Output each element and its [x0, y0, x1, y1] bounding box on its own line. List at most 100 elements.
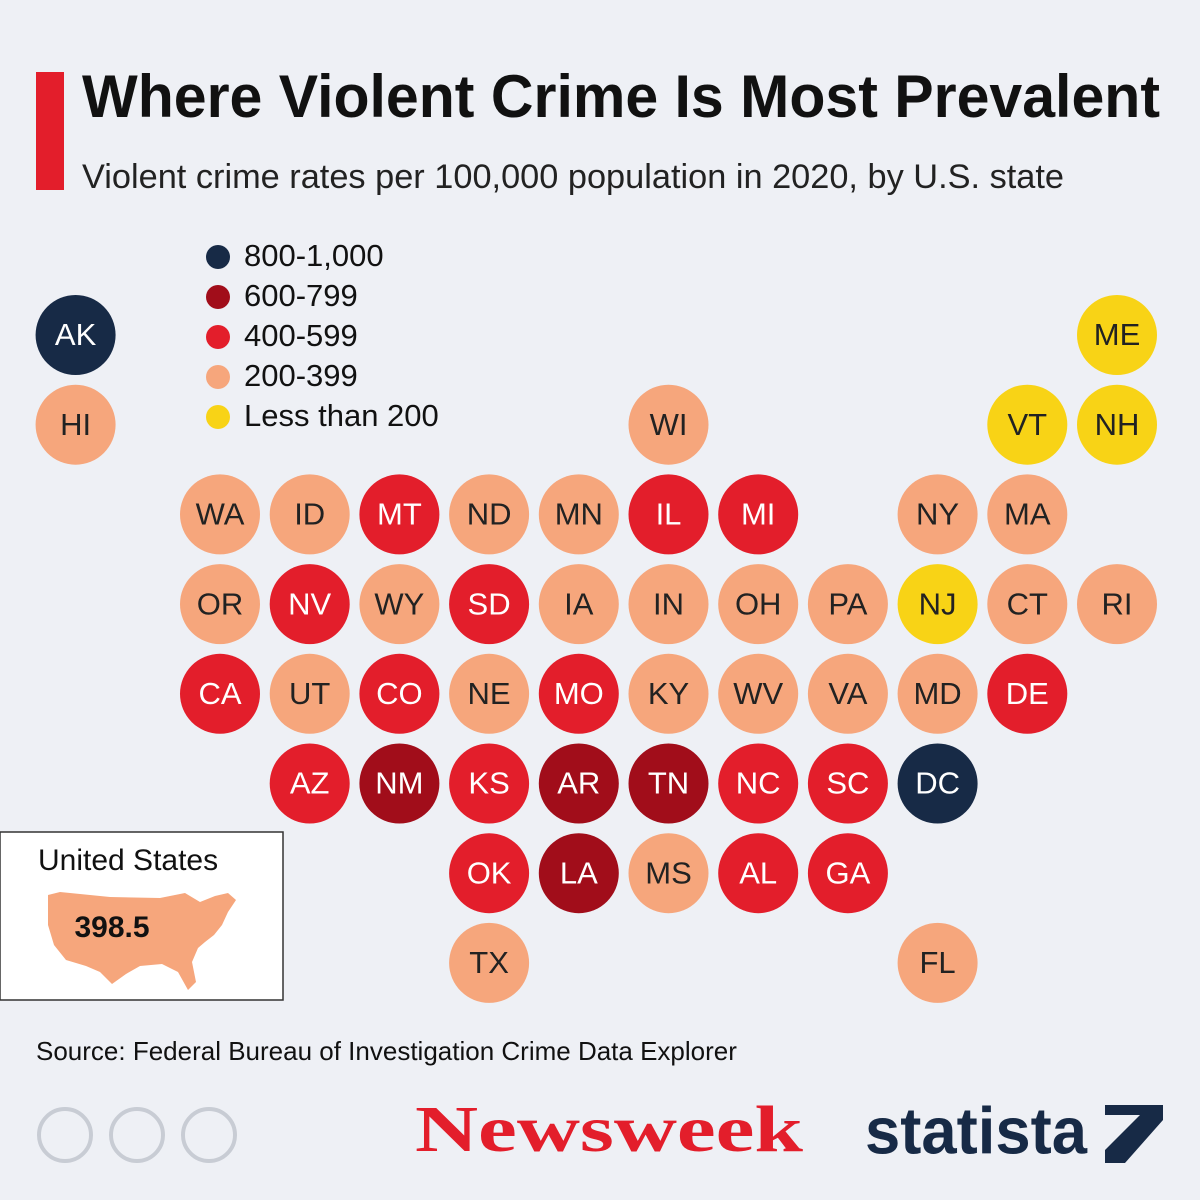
state-label: WY [374, 586, 424, 621]
state-tile [359, 564, 440, 645]
state-tile [538, 564, 619, 645]
legend-label: Less than 200 [244, 398, 439, 433]
state-label: MA [1004, 497, 1051, 532]
national-value: 398.5 [74, 911, 149, 944]
state-tile [628, 833, 709, 914]
state-tile [35, 384, 116, 465]
state-label: MO [554, 676, 604, 711]
state-tile [897, 653, 978, 734]
state-tile [718, 833, 799, 914]
legend-label: 600-799 [244, 278, 358, 313]
state-label: KY [648, 676, 689, 711]
state-tile [807, 743, 888, 824]
state-tile [987, 474, 1068, 555]
state-label: VT [1007, 407, 1047, 442]
state-label: AR [557, 766, 600, 801]
state-tile [718, 474, 799, 555]
state-tile [807, 653, 888, 734]
state-label: MT [377, 497, 422, 532]
state-label: DC [915, 766, 960, 801]
state-label: MN [555, 497, 603, 532]
legend-swatch [206, 405, 230, 429]
state-label: IN [653, 586, 684, 621]
state-label: IA [564, 586, 594, 621]
state-label: OR [197, 586, 244, 621]
state-label: MI [741, 497, 775, 532]
state-label: CO [376, 676, 423, 711]
state-tile [1077, 295, 1157, 375]
state-label: NH [1095, 407, 1140, 442]
state-tile [987, 384, 1068, 465]
state-label: FL [920, 945, 956, 980]
state-tile [449, 922, 530, 1003]
state-label: WI [650, 407, 688, 442]
state-label: PA [828, 586, 867, 621]
state-label: GA [826, 855, 871, 890]
national-label: United States [38, 844, 218, 877]
state-tile [449, 743, 530, 824]
state-tile [628, 384, 709, 465]
legend-label: 400-599 [244, 318, 358, 353]
state-label: LA [560, 855, 598, 890]
legend-swatch [206, 365, 230, 389]
state-label: NV [288, 586, 331, 621]
tile-map: AK HI ME WI VT NH WA ID MT ND MN IL MI NY MA OR NV WY SD IA… [35, 295, 1157, 1003]
state-tile [538, 743, 619, 824]
state-label: ID [294, 497, 325, 532]
state-label: AL [739, 855, 777, 890]
state-label: NM [375, 766, 423, 801]
state-tile [718, 653, 799, 734]
state-tile [628, 653, 709, 734]
state-tile [807, 833, 888, 914]
publisher-logo: Newsweek [415, 1093, 803, 1166]
state-tile [449, 564, 530, 645]
state-tile [628, 474, 709, 555]
brand-logo: statista [865, 1093, 1088, 1167]
state-tile [180, 564, 260, 645]
state-label: WA [196, 497, 245, 532]
state-tile [987, 653, 1068, 734]
state-tile [538, 653, 619, 734]
state-label: AK [55, 317, 97, 352]
state-label: NC [736, 766, 781, 801]
state-label: ME [1094, 317, 1141, 352]
state-tile [628, 564, 709, 645]
state-label: VA [828, 676, 867, 711]
title: Where Violent Crime Is Most Prevalent [82, 63, 1160, 130]
legend-swatch [206, 285, 230, 309]
state-label: SD [468, 586, 511, 621]
legend-label: 200-399 [244, 358, 358, 393]
state-label: HI [60, 407, 91, 442]
legend-label: 800-1,000 [244, 238, 384, 273]
state-tile [180, 474, 260, 555]
state-tile [269, 653, 350, 734]
state-tile [897, 743, 978, 824]
state-tile [1077, 564, 1157, 645]
state-tile [538, 474, 619, 555]
state-label: KS [468, 766, 509, 801]
legend-swatch [206, 245, 230, 269]
state-tile [449, 833, 530, 914]
state-tile [628, 743, 709, 824]
state-tile [1077, 384, 1157, 465]
state-label: NE [468, 676, 511, 711]
state-tile [35, 295, 116, 375]
state-label: TX [469, 945, 509, 980]
brand-icon [1105, 1105, 1163, 1163]
state-label: AZ [290, 766, 330, 801]
state-tile [269, 474, 350, 555]
state-tile [538, 833, 619, 914]
state-tile [449, 653, 530, 734]
state-tile [718, 743, 799, 824]
state-label: SC [826, 766, 869, 801]
state-label: WV [733, 676, 783, 711]
accent-bar [36, 72, 64, 190]
state-tile [269, 743, 350, 824]
state-tile [269, 564, 350, 645]
state-tile [987, 564, 1068, 645]
subtitle: Violent crime rates per 100,000 populati… [82, 158, 1064, 196]
state-tile [359, 743, 440, 824]
state-label: NJ [919, 586, 957, 621]
legend-swatch [206, 325, 230, 349]
